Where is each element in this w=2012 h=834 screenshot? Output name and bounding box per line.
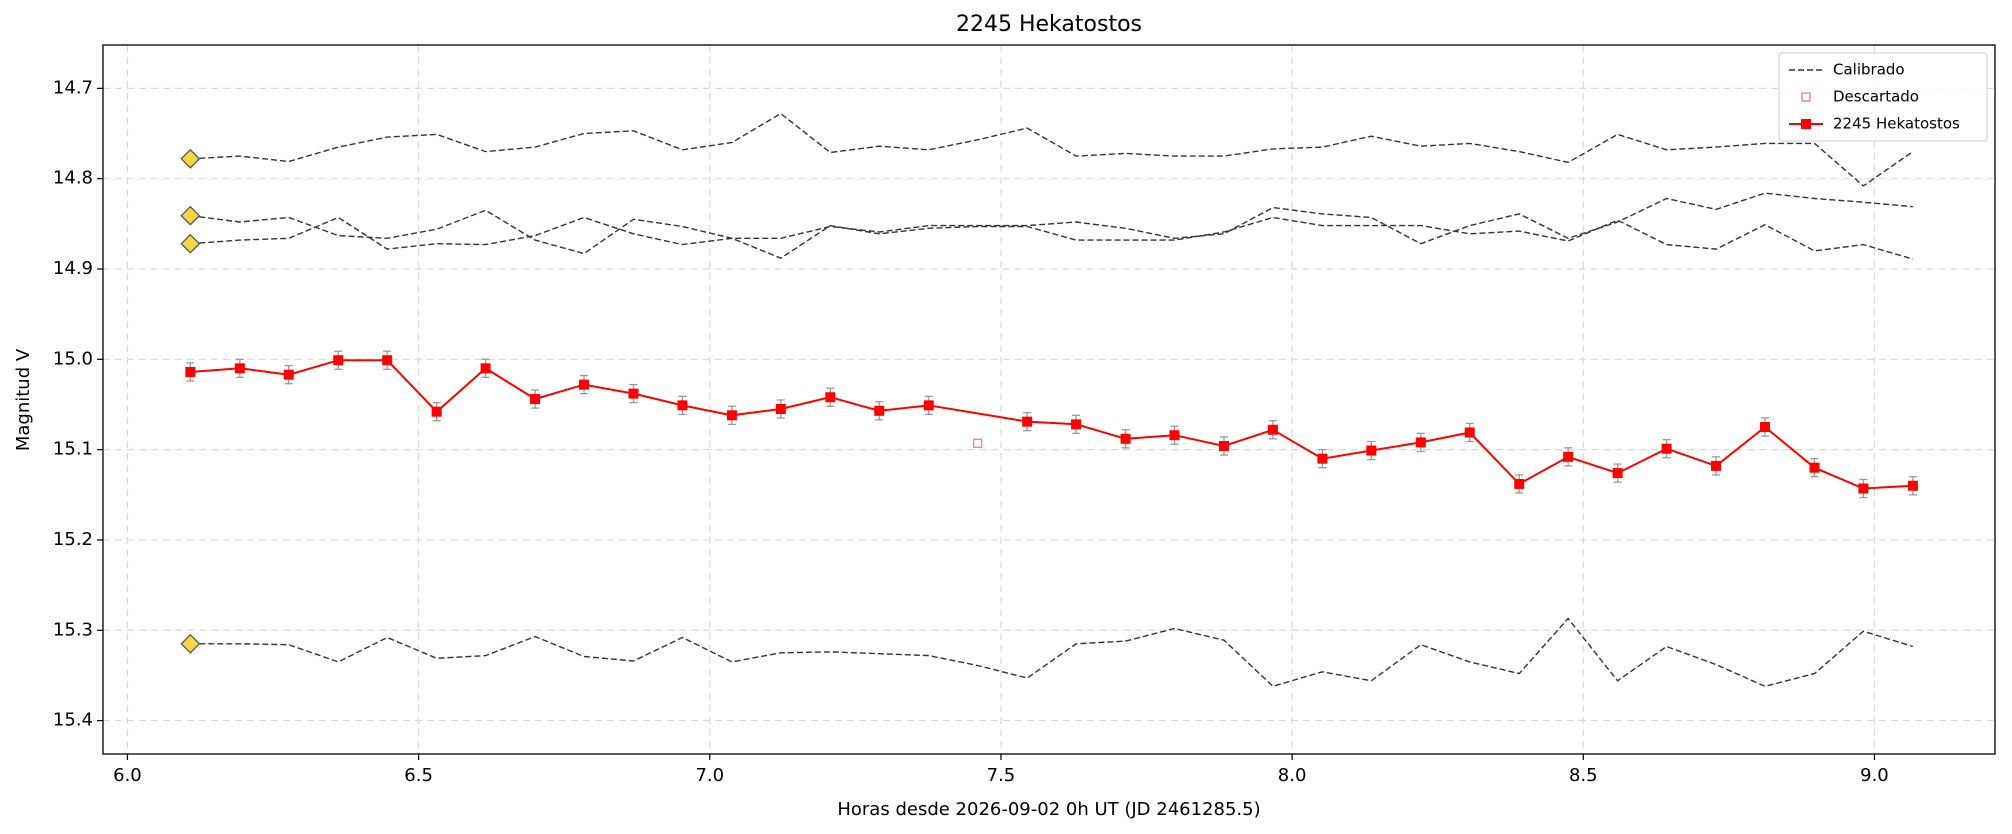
y-tick-label: 14.8 bbox=[53, 168, 93, 189]
target-point bbox=[333, 355, 344, 366]
y-tick-label: 15.0 bbox=[53, 348, 93, 369]
target-point bbox=[1071, 419, 1082, 430]
legend-label: Calibrado bbox=[1833, 61, 1905, 79]
target-point bbox=[1120, 433, 1131, 444]
x-axis-label: Horas desde 2026-09-02 0h UT (JD 2461285… bbox=[837, 799, 1260, 820]
y-tick-label: 15.4 bbox=[53, 710, 93, 731]
comparison-star-marker bbox=[180, 205, 201, 226]
target-point bbox=[1514, 478, 1525, 489]
target-point bbox=[1415, 437, 1426, 448]
target-point bbox=[726, 410, 737, 421]
target-point bbox=[234, 363, 245, 374]
target-point bbox=[1366, 445, 1377, 456]
x-tick-label: 7.0 bbox=[695, 765, 724, 786]
y-tick-label: 15.2 bbox=[53, 529, 93, 550]
calibrated-line bbox=[190, 192, 1913, 255]
y-tick-label: 14.9 bbox=[53, 258, 93, 279]
calibrated-line bbox=[190, 617, 1914, 688]
target-line bbox=[190, 359, 1913, 490]
target-point bbox=[1169, 430, 1180, 441]
x-tick-label: 8.5 bbox=[1569, 765, 1598, 786]
chart-title: 2245 Hekatostos bbox=[956, 12, 1142, 37]
target-point bbox=[1317, 453, 1328, 464]
discarded-point bbox=[973, 438, 983, 448]
target-point bbox=[1759, 422, 1770, 433]
legend-label: 2245 Hekatostos bbox=[1833, 115, 1960, 133]
comparison-star-marker bbox=[180, 148, 201, 169]
target-point bbox=[1563, 451, 1574, 462]
target-point bbox=[1858, 483, 1869, 494]
target-point bbox=[431, 406, 442, 417]
comparison-star-marker bbox=[180, 633, 201, 654]
x-tick-label: 6.5 bbox=[404, 765, 433, 786]
legend-swatch-marker bbox=[1801, 119, 1811, 129]
x-tick-label: 7.5 bbox=[987, 765, 1016, 786]
legend-label: Descartado bbox=[1833, 88, 1919, 106]
plot-frame bbox=[102, 44, 1996, 755]
target-point bbox=[530, 394, 541, 405]
target-point bbox=[874, 405, 885, 416]
target-point bbox=[825, 392, 836, 403]
calibrated-line bbox=[190, 216, 1914, 260]
y-tick-label: 14.7 bbox=[53, 77, 93, 98]
calibrated-line bbox=[190, 112, 1914, 187]
x-tick-label: 8.0 bbox=[1278, 765, 1307, 786]
target-point bbox=[579, 379, 590, 390]
comparison-star-marker bbox=[180, 233, 201, 254]
legend-swatch bbox=[1801, 92, 1811, 102]
x-tick-label: 9.0 bbox=[1860, 765, 1889, 786]
target-point bbox=[1661, 443, 1672, 454]
target-point bbox=[382, 355, 393, 366]
target-point bbox=[923, 400, 934, 411]
target-point bbox=[283, 369, 294, 380]
target-point bbox=[677, 400, 688, 411]
target-point bbox=[1907, 480, 1918, 491]
y-axis-label: Magnitud V bbox=[13, 348, 34, 451]
target-point bbox=[1218, 441, 1229, 452]
target-point bbox=[1022, 416, 1033, 427]
target-point bbox=[1612, 468, 1623, 479]
target-point bbox=[480, 363, 491, 374]
target-point bbox=[1267, 424, 1278, 435]
target-point bbox=[185, 366, 196, 377]
legend-box bbox=[1778, 52, 1988, 142]
y-tick-label: 15.3 bbox=[53, 619, 93, 640]
target-point bbox=[628, 388, 639, 399]
y-tick-label: 15.1 bbox=[53, 439, 93, 460]
target-point bbox=[1464, 427, 1475, 438]
legend: Calibrado Descartado 2245 Hekatostos bbox=[1778, 52, 1988, 142]
target-point bbox=[1711, 460, 1722, 471]
x-tick-label: 6.0 bbox=[113, 765, 142, 786]
target-point bbox=[1809, 462, 1820, 473]
target-point bbox=[775, 403, 786, 414]
